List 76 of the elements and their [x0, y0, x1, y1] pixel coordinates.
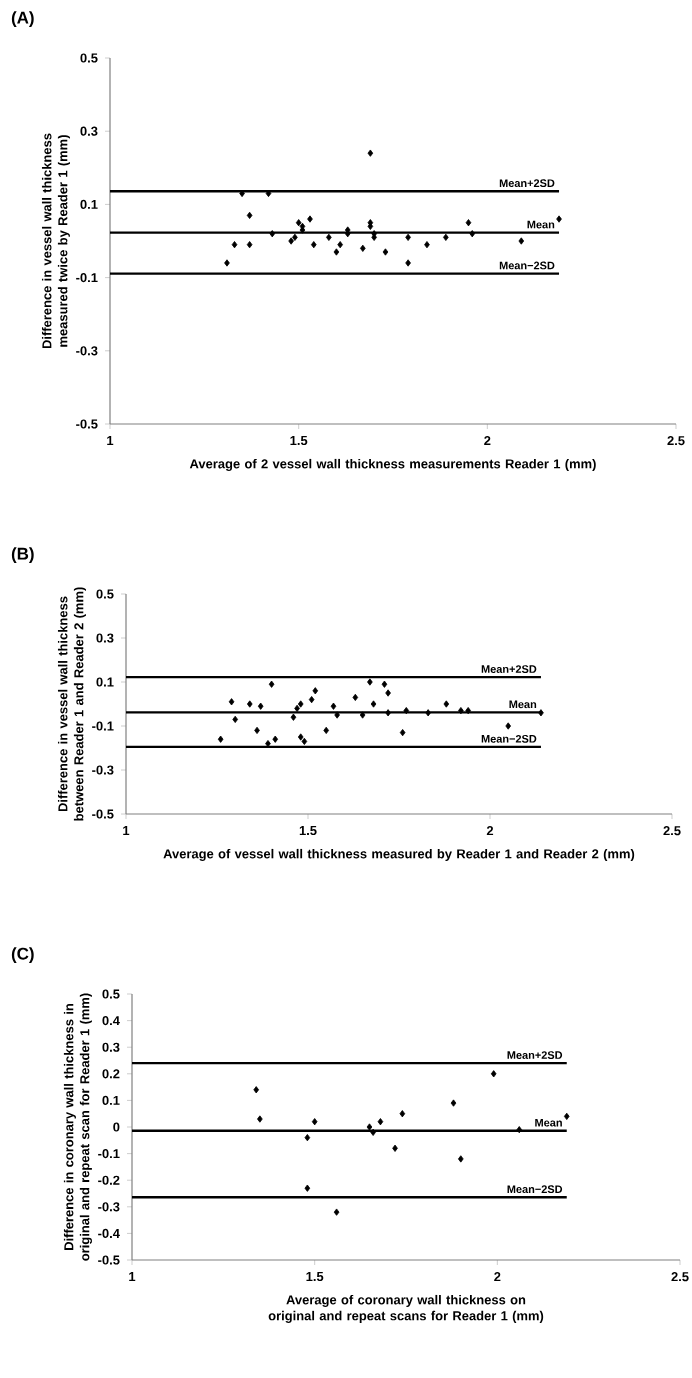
point: [443, 233, 449, 241]
point: [556, 215, 562, 223]
point: [333, 1208, 340, 1216]
point: [370, 700, 377, 708]
point: [307, 215, 313, 223]
point: [458, 707, 464, 715]
point: [257, 702, 264, 710]
point: [392, 1144, 398, 1152]
point: [253, 1086, 260, 1094]
point: [516, 1126, 523, 1134]
point: [490, 1070, 497, 1078]
point: [308, 696, 315, 704]
point: [294, 704, 300, 713]
point: [304, 1184, 311, 1192]
point: [385, 689, 391, 697]
point: [288, 237, 294, 245]
point: [367, 149, 374, 157]
point: [246, 700, 253, 708]
point: [382, 248, 389, 256]
point: [424, 241, 430, 249]
point: [403, 707, 410, 715]
point: [334, 711, 340, 719]
point: [443, 700, 450, 708]
point: [381, 680, 388, 688]
point: [458, 1155, 464, 1163]
point: [257, 1115, 263, 1123]
point: [254, 726, 260, 735]
point: [518, 237, 525, 245]
point: [399, 1110, 406, 1118]
point: [297, 733, 304, 741]
chart-title: (A): [11, 11, 34, 27]
point: [323, 726, 329, 735]
point: [359, 711, 366, 719]
point: [269, 230, 276, 238]
point: [312, 687, 319, 695]
point: [304, 1134, 311, 1142]
point: [465, 707, 471, 715]
point: [469, 230, 476, 238]
point: [311, 1118, 318, 1126]
point: [538, 709, 544, 717]
point: [290, 713, 297, 721]
point: [450, 1099, 457, 1107]
point: [330, 702, 337, 710]
point: [272, 735, 279, 743]
point: [425, 709, 431, 717]
point: [292, 233, 298, 241]
chart-title: (C): [11, 947, 34, 963]
point: [217, 735, 224, 743]
point: [352, 693, 359, 702]
point: [301, 737, 308, 746]
point: [295, 219, 302, 227]
point: [231, 241, 238, 249]
point: [563, 1112, 570, 1120]
point: [232, 715, 238, 724]
point: [385, 709, 391, 717]
point: [228, 698, 235, 706]
point: [405, 259, 411, 267]
point: [310, 241, 317, 249]
point: [224, 259, 230, 267]
point: [337, 241, 343, 249]
point: [246, 211, 253, 219]
point: [326, 233, 332, 241]
chart-title: (B): [11, 547, 34, 563]
point: [377, 1118, 384, 1126]
point: [360, 244, 366, 252]
point: [297, 700, 304, 708]
point: [246, 241, 253, 249]
point: [405, 233, 411, 241]
point: [268, 680, 275, 688]
point: [465, 219, 472, 227]
point: [399, 729, 406, 737]
point: [333, 248, 340, 256]
point: [370, 1128, 376, 1136]
point: [366, 1123, 373, 1131]
point: [505, 722, 511, 730]
point: [367, 678, 373, 686]
